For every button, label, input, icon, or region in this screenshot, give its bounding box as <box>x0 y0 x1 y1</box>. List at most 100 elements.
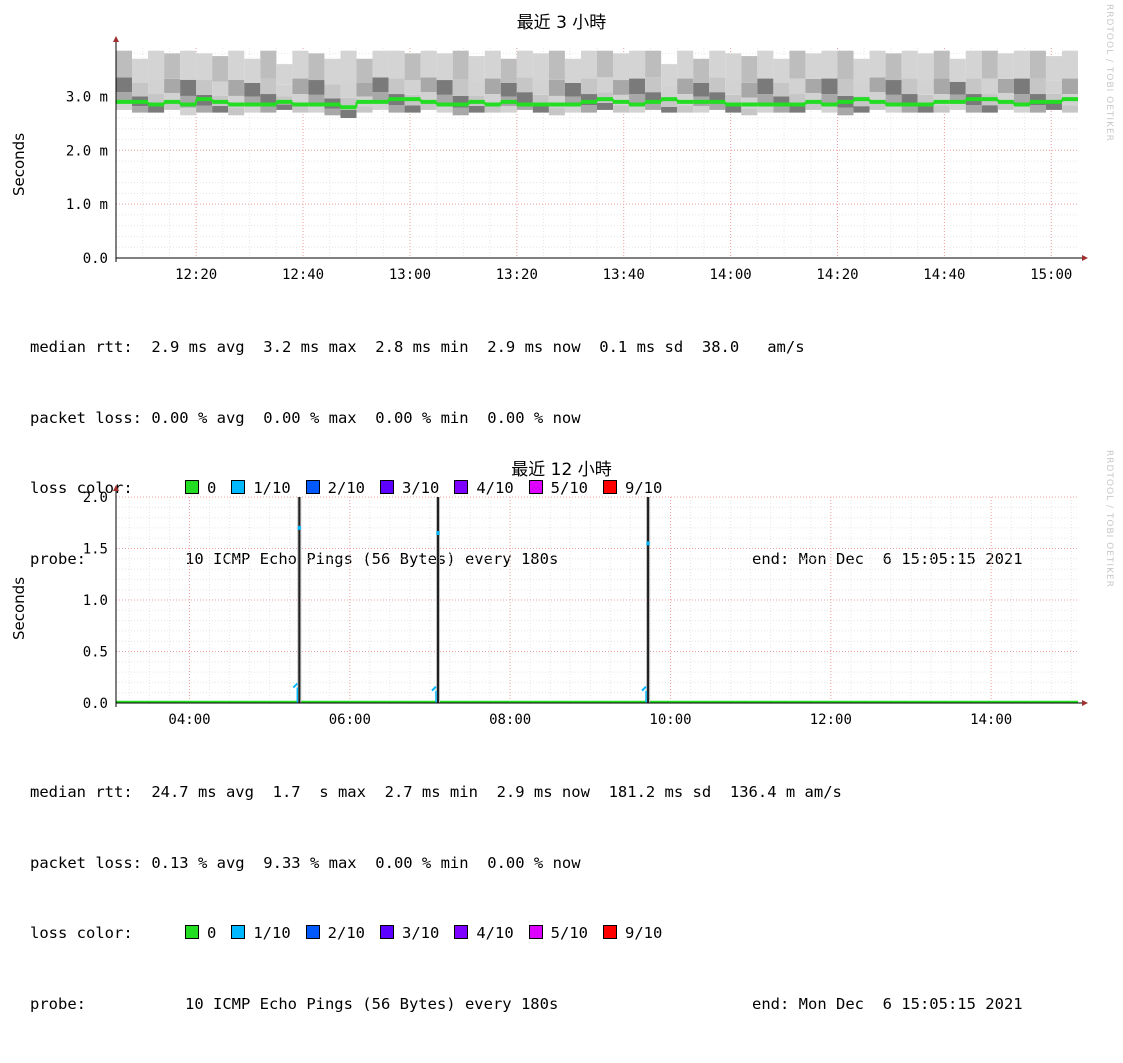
smoke-band <box>324 58 341 85</box>
legend-item: 2/10 <box>305 922 365 946</box>
smoke-band <box>1029 50 1046 79</box>
legend-swatch <box>602 480 617 494</box>
smoke-band <box>260 94 277 106</box>
smoke-band <box>516 77 533 93</box>
probe-label: probe: <box>30 549 86 568</box>
smoke-band <box>308 80 325 95</box>
smoke-band <box>340 109 357 118</box>
smoke-band <box>693 58 710 83</box>
smoke-band <box>388 50 405 79</box>
smoke-band <box>933 78 950 95</box>
smoke-band <box>917 53 934 81</box>
smoke-band <box>516 50 533 78</box>
smoke-band <box>148 105 165 113</box>
legend-item: 4/10 <box>454 922 514 946</box>
smoke-band <box>532 94 549 106</box>
chart-title: 最近 3 小時 <box>516 13 607 33</box>
spike-median-mark <box>436 531 440 536</box>
smoke-band <box>468 81 485 96</box>
smoke-band <box>164 78 181 93</box>
y-tick-label: 1.0 <box>83 593 108 609</box>
smoke-band <box>645 77 662 93</box>
x-tick-label: 14:20 <box>816 267 858 283</box>
smoke-band <box>212 56 229 82</box>
smoke-band <box>308 94 325 106</box>
smoke-band <box>148 50 165 79</box>
smoke-band <box>821 78 838 95</box>
legend-text: 3/10 <box>402 479 440 497</box>
smoke-band <box>196 53 213 81</box>
smoke-band <box>677 78 694 95</box>
smoke-band <box>388 105 405 113</box>
smoke-band <box>1013 94 1030 106</box>
smoke-band <box>452 79 469 96</box>
smoke-band <box>292 50 309 79</box>
y-tick-label: 0.0 <box>83 696 108 712</box>
legend-item: 4/10 <box>454 477 514 501</box>
smoke-band <box>356 83 373 97</box>
smoke-band <box>997 78 1014 93</box>
spike-loss-mark <box>292 682 299 689</box>
x-tick-label: 12:20 <box>175 267 217 283</box>
smoke-band <box>821 94 838 106</box>
smoke-band <box>548 95 565 108</box>
smoke-band <box>901 105 918 113</box>
smoke-band <box>853 106 870 113</box>
smoke-band <box>805 92 822 104</box>
smoke-band <box>981 105 998 113</box>
smoke-band <box>629 94 646 106</box>
smoke-band <box>180 107 197 116</box>
smoke-band <box>148 94 165 106</box>
smoke-band <box>789 105 806 113</box>
legend-label: loss color: <box>30 479 133 497</box>
smoke-band <box>1013 50 1030 79</box>
legend-swatch <box>231 925 246 939</box>
smoke-band <box>997 103 1014 110</box>
smoke-band <box>500 106 517 113</box>
legend-item: 0 <box>185 477 216 501</box>
x-tick-label: 13:40 <box>603 267 645 283</box>
x-tick-label: 04:00 <box>168 712 210 728</box>
legend-swatch <box>602 925 617 939</box>
legend-item: 3/10 <box>380 922 439 946</box>
smoke-band <box>693 106 710 113</box>
smoke-band <box>180 79 197 96</box>
smoke-band <box>853 83 870 97</box>
legend-swatch <box>231 480 246 494</box>
legend-swatch <box>454 480 469 494</box>
smoke-band <box>388 78 405 95</box>
smoke-band <box>1045 103 1062 110</box>
smoke-band <box>228 50 245 80</box>
x-axis-arrow <box>1082 255 1088 261</box>
smoke-band <box>452 50 469 80</box>
smoke-band <box>949 94 966 104</box>
smoke-band <box>564 106 581 113</box>
legend-item: 9/10 <box>602 922 663 946</box>
smoke-band <box>789 50 806 79</box>
spike-loss-mark <box>641 685 647 692</box>
smoke-band <box>693 83 710 97</box>
legend-text: 1/10 <box>253 479 291 497</box>
smoke-band <box>949 58 966 82</box>
smoke-band <box>260 105 277 113</box>
smoke-band <box>725 105 742 113</box>
smoke-band <box>164 92 181 104</box>
x-tick-label: 14:00 <box>970 712 1012 728</box>
chart-3-hours: 最近 3 小時 Seconds RRDTOOL / TOBI OETIKER 0… <box>0 0 1123 568</box>
smoke-band <box>805 78 822 93</box>
smoke-band <box>372 77 389 93</box>
smoke-band <box>645 92 662 103</box>
plot-area: 0.0 0.5 1.0 1.5 2.0 04:00 06:00 08:00 10:00 12:00… <box>83 485 1088 728</box>
smoke-band <box>580 50 597 79</box>
smoke-band <box>276 84 293 97</box>
smoke-band <box>757 94 774 106</box>
smoke-band <box>420 50 437 78</box>
legend-item: 9/10 <box>602 477 662 501</box>
y-axis-arrow <box>113 36 119 42</box>
smoke-band <box>613 105 630 113</box>
legend-text: 9/10 <box>624 924 663 942</box>
smoke-band <box>324 84 341 99</box>
packet-loss-row: packet loss: 0.00 % avg 0.00 % max 0.00 … <box>30 408 581 427</box>
smoke-band <box>677 105 694 113</box>
smoke-band <box>597 102 614 110</box>
